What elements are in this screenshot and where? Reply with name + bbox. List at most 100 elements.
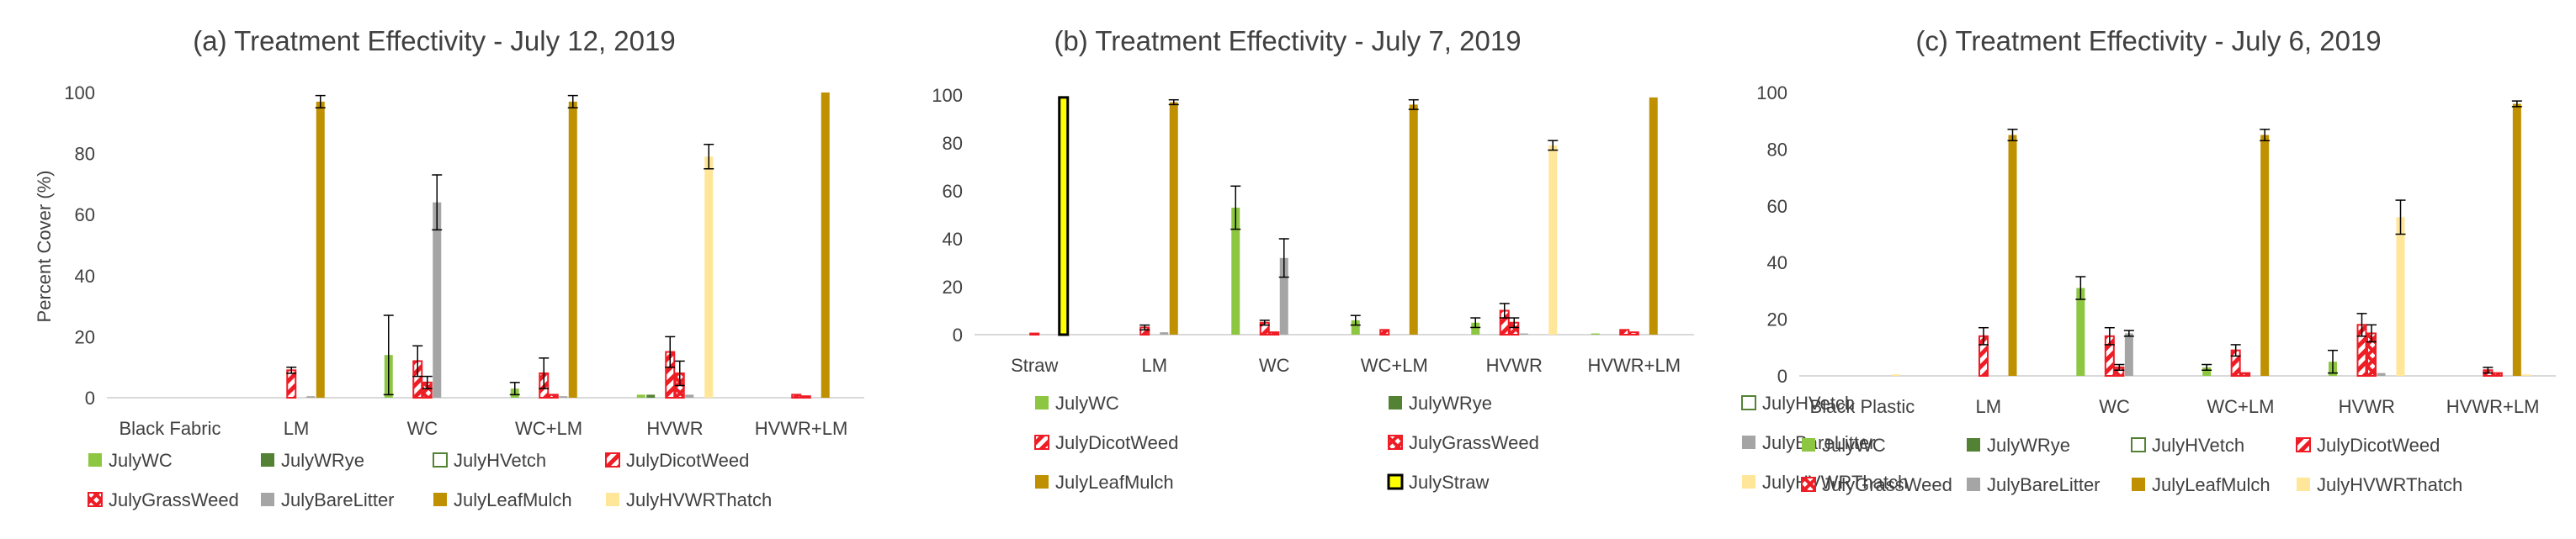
x-tick-label: Black Plastic (1810, 396, 1915, 417)
legend-swatch (1035, 396, 1049, 410)
legend-swatch (1801, 477, 1816, 492)
legend-swatch (2296, 437, 2311, 452)
y-tick-label: 80 (75, 144, 95, 165)
legend-label: JulyHVetch (2152, 435, 2244, 456)
x-tick-label: WC+LM (515, 418, 582, 439)
legend-label: JulyWC (109, 450, 173, 471)
bar-julygrassweed (2240, 372, 2251, 378)
bar-julywc (1471, 322, 1480, 335)
legend-label: JulyHVWRThatch (1762, 472, 1908, 493)
legend-swatch (1389, 396, 1402, 410)
x-tick-label: WC (1259, 355, 1290, 376)
x-tick-label: HVWR+LM (2446, 396, 2540, 417)
legend-swatch (1967, 438, 1980, 452)
plot-area: 0 20 40 60 80 100 Black Fabric LM WC WC+LM HVWR HVW… (64, 82, 864, 439)
bar-julyleafmulch (1169, 102, 1178, 336)
legend-label: JulyLeafMulch (2152, 474, 2271, 495)
bar-julygrassweed (1628, 331, 1639, 336)
legend-label: JulyHVWRThatch (2317, 474, 2462, 495)
legend-label: JulyBareLitter (1762, 432, 1876, 453)
legend-swatch (1035, 475, 1049, 489)
bar-julyhvwrthatch (2396, 217, 2405, 376)
bar-julywc (636, 394, 645, 398)
y-tick-label: 40 (75, 266, 95, 287)
bar-julyleafmulch (2008, 135, 2017, 377)
legend-label: JulyHVetch (454, 450, 546, 471)
bar-julybarelitter (685, 394, 694, 398)
bar-julybarelitter (1519, 333, 1528, 335)
x-tick-label: WC+LM (2207, 396, 2274, 417)
legend-label: JulyGrassWeed (1409, 432, 1539, 453)
legend-swatch (433, 493, 447, 506)
y-tick-label: 100 (932, 85, 963, 106)
legend-swatch (1742, 475, 1755, 489)
legend-label: JulyWC (1822, 435, 1886, 456)
legend-label: JulyWC (1055, 393, 1119, 414)
bar-julydicotweed (1379, 329, 1390, 336)
x-tick-label: HVWR (1486, 355, 1543, 376)
legend-label: JulyDicotWeed (626, 450, 749, 471)
legend: JulyWC JulyWRye JulyHVetch JulyDicotWeed Jul… (88, 450, 772, 510)
bar-julyhvwrthatch (704, 156, 714, 399)
legend-label: JulyWRye (1409, 393, 1492, 414)
bar-julygrassweed (2492, 372, 2503, 378)
legend-label: JulyDicotWeed (1055, 432, 1178, 453)
legend-label: JulyDicotWeed (2317, 435, 2440, 456)
legend-swatch (1034, 435, 1049, 450)
bar-julyleafmulch (1409, 104, 1418, 336)
y-tick-label: 20 (75, 326, 95, 347)
y-tick-label: 0 (85, 388, 95, 409)
bar-julywc (1351, 320, 1360, 335)
legend-swatch (605, 452, 620, 468)
legend-label: JulyGrassWeed (109, 489, 239, 510)
bar-julyleafmulch (316, 101, 325, 398)
bar-julywc (1591, 333, 1600, 335)
bar-julybarelitter (433, 202, 442, 398)
x-tick-label: WC (2099, 396, 2130, 417)
bar-julyhvwrthatch (1548, 145, 1558, 335)
legend-swatch (1387, 473, 1404, 490)
bar-julydicotweed (791, 394, 802, 399)
legend-label: JulyHVetch (1762, 393, 1855, 414)
chart-title: (c) Treatment Effectivity - July 6, 2019 (1915, 25, 2381, 56)
bar-julyleafmulch (2512, 103, 2521, 376)
bar-julywc (2202, 367, 2212, 376)
y-tick-label: 100 (1756, 82, 1787, 103)
legend-swatch (1802, 438, 1815, 452)
chart-panel-c: (c) Treatment Effectivity - July 6, 2019… (1756, 25, 2556, 495)
legend-label: JulyWRye (281, 450, 364, 471)
y-tick-label: 60 (943, 181, 963, 202)
bar-julywc (2076, 288, 2085, 376)
bar-julywc (1231, 207, 1240, 335)
legend-label: JulyLeafMulch (1055, 472, 1174, 493)
legend-swatch (2132, 478, 2145, 491)
legend-swatch (2131, 437, 2146, 452)
x-tick-label: LM (1975, 396, 2001, 417)
plot-area: 0 20 40 60 80 100 Black Plastic LM WC WC+LM HVWR HV… (1756, 82, 2556, 417)
bar-julygrassweed (800, 395, 811, 399)
x-tick-label: HVWR+LM (1587, 355, 1681, 376)
legend-swatch (1967, 478, 1980, 491)
legend-label: JulyBareLitter (281, 489, 395, 510)
x-tick-label: HVWR (2339, 396, 2395, 417)
legend-label: JulyHVWRThatch (626, 489, 772, 510)
y-tick-label: 80 (943, 133, 963, 154)
legend-label: JulyGrassWeed (1822, 474, 1952, 495)
legend: JulyWC JulyWRye JulyHVetch JulyDicotWeed Jul… (1034, 393, 1908, 493)
bar-julybarelitter (306, 396, 316, 398)
legend-swatch (1388, 435, 1403, 450)
x-tick-label: WC (407, 418, 438, 439)
chart-panel-b: (b) Treatment Effectivity - July 7, 2019… (932, 25, 1908, 493)
bar-julydicotweed (1619, 329, 1630, 336)
bar-julydicotweed (286, 369, 297, 399)
y-tick-label: 40 (1767, 252, 1787, 273)
legend-label: JulyStraw (1409, 472, 1489, 493)
legend-swatch (2297, 478, 2310, 491)
legend-swatch (433, 452, 448, 468)
bar-julyhvwrthatch (2522, 374, 2531, 376)
legend-swatch (261, 453, 274, 467)
bar-julybarelitter (559, 396, 568, 398)
y-tick-label: 40 (943, 229, 963, 250)
x-tick-label: LM (284, 418, 310, 439)
